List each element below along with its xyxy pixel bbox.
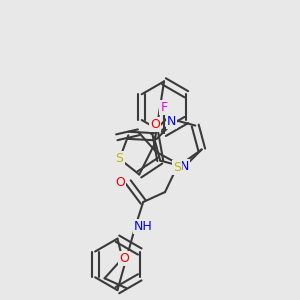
Text: NH: NH bbox=[134, 220, 153, 233]
Text: N: N bbox=[179, 160, 189, 173]
Text: S: S bbox=[116, 152, 124, 165]
Text: O: O bbox=[150, 118, 160, 131]
Text: O: O bbox=[119, 252, 129, 265]
Text: O: O bbox=[116, 176, 125, 189]
Text: S: S bbox=[173, 161, 181, 174]
Text: N: N bbox=[167, 115, 176, 128]
Text: F: F bbox=[160, 100, 168, 114]
